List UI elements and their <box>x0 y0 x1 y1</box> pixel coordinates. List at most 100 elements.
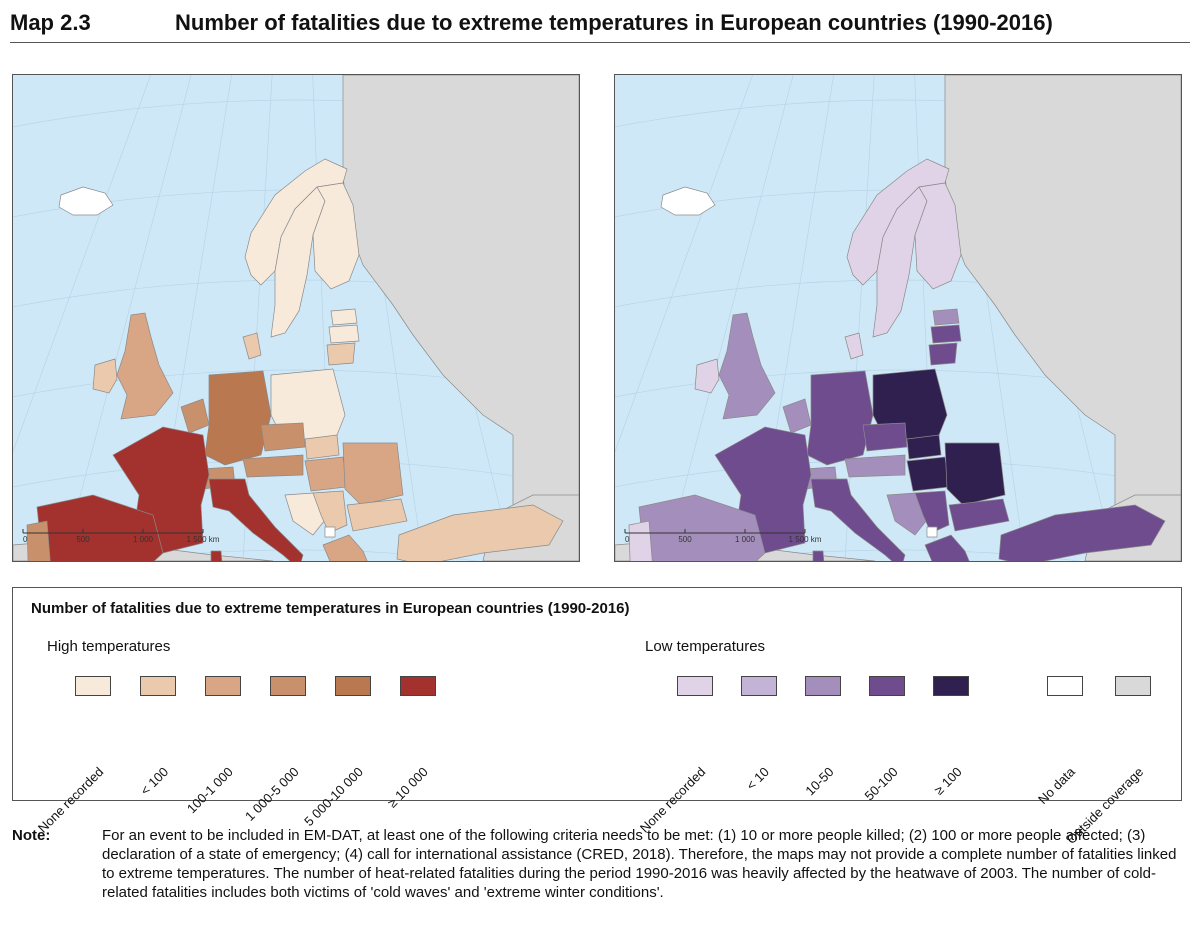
legend-swatch-low-3 <box>869 676 905 696</box>
country-lithuania <box>326 342 356 366</box>
country-kosovo <box>926 526 938 538</box>
scale-label: 1 500 km <box>187 535 220 544</box>
country-sardinia <box>812 550 825 561</box>
country-turkey <box>396 504 564 561</box>
legend-title: Number of fatalities due to extreme temp… <box>31 600 630 617</box>
legend-swatch-other-1 <box>1115 676 1151 696</box>
country-denmark <box>844 332 864 360</box>
country-hungary <box>304 456 348 492</box>
country-czechia <box>260 422 306 452</box>
legend-swatch-high-0 <box>75 676 111 696</box>
country-serbia <box>312 490 348 534</box>
legend-label-low-1: < 10 <box>743 764 773 793</box>
note-label: Note: <box>12 827 51 844</box>
country-slovakia <box>906 434 942 460</box>
scale-label: 1 500 km <box>789 535 822 544</box>
scale-label: 1 000 <box>133 535 154 544</box>
country-bulgaria <box>346 498 408 532</box>
country-spain <box>36 494 164 561</box>
legend-label-low-3: 50-100 <box>861 764 901 804</box>
country-finland <box>312 182 360 290</box>
map-low-temperatures: 0 500 1 000 1 500 km <box>614 74 1182 562</box>
legend-swatch-low-2 <box>805 676 841 696</box>
country-romania <box>944 442 1006 506</box>
country-uk <box>116 312 174 420</box>
legend-label-high-2: 100-1 000 <box>184 764 237 817</box>
scale-label: 500 <box>76 535 90 544</box>
country-latvia <box>328 324 360 344</box>
legend-label-high-3: 1 000-5 000 <box>241 764 302 824</box>
country-hungary <box>906 456 950 492</box>
country-latvia <box>930 324 962 344</box>
country-ireland <box>92 358 118 394</box>
scale-label: 0 <box>625 535 630 544</box>
legend-swatch-high-1 <box>140 676 176 696</box>
graticule-line <box>242 75 273 561</box>
country-estonia <box>932 308 960 326</box>
country-sardinia <box>210 550 223 561</box>
country-iceland <box>58 186 114 216</box>
scale-label: 0 <box>23 535 28 544</box>
legend: Number of fatalities due to extreme temp… <box>12 587 1182 847</box>
map-high-svg: 0 500 1 000 1 500 km <box>13 75 579 561</box>
legend-swatch-low-1 <box>741 676 777 696</box>
country-denmark <box>242 332 262 360</box>
country-italy <box>810 478 906 561</box>
map-number: Map 2.3 <box>10 10 91 35</box>
legend-swatch-high-4 <box>335 676 371 696</box>
legend-label-low-2: 10-50 <box>802 764 837 799</box>
page-header: Map 2.3 Number of fatalities due to extr… <box>10 6 1190 43</box>
legend-label-high-1: < 100 <box>137 764 172 799</box>
legend-swatch-high-5 <box>400 676 436 696</box>
scale-label: 500 <box>678 535 692 544</box>
country-italy <box>208 478 304 561</box>
legend-label-other-0: No data <box>1035 764 1079 808</box>
legend-swatch-high-2 <box>205 676 241 696</box>
country-estonia <box>330 308 358 326</box>
graticule-line <box>615 75 753 453</box>
legend-swatch-other-0 <box>1047 676 1083 696</box>
legend-swatch-low-0 <box>677 676 713 696</box>
map-high-temperatures: 0 500 1 000 1 500 km <box>12 74 580 562</box>
country-greece <box>924 534 970 561</box>
map-low-svg: 0 500 1 000 1 500 km <box>615 75 1181 561</box>
country-uk <box>718 312 776 420</box>
country-lithuania <box>928 342 958 366</box>
country-germany <box>806 370 874 466</box>
country-kosovo <box>324 526 336 538</box>
country-sweden <box>872 186 928 338</box>
graticule-line <box>664 75 794 561</box>
country-greece <box>322 534 368 561</box>
graticule-line <box>844 75 875 561</box>
legend-label-high-0: None recorded <box>34 764 107 836</box>
page-title: Number of fatalities due to extreme temp… <box>175 10 1053 35</box>
country-germany <box>204 370 272 466</box>
legend-label-low-4: ≥ 100 <box>930 764 965 798</box>
legend-swatch-low-4 <box>933 676 969 696</box>
country-austria <box>242 454 304 478</box>
country-iceland <box>660 186 716 216</box>
country-spain <box>638 494 766 561</box>
graticule-line <box>13 75 151 453</box>
country-finland <box>914 182 962 290</box>
note-text: For an event to be included in EM-DAT, a… <box>102 827 1177 901</box>
legend-label-high-5: ≥ 10 000 <box>384 764 432 811</box>
country-turkey <box>998 504 1166 561</box>
country-portugal <box>26 520 51 561</box>
country-czechia <box>862 422 908 452</box>
legend-swatch-high-3 <box>270 676 306 696</box>
legend-high-label: High temperatures <box>47 638 171 655</box>
graticule-line <box>62 75 192 561</box>
legend-label-low-0: None recorded <box>636 764 709 836</box>
country-slovakia <box>304 434 340 460</box>
country-portugal <box>628 520 653 561</box>
country-ireland <box>694 358 720 394</box>
legend-label-high-4: 5 000-10 000 <box>301 764 367 829</box>
country-austria <box>844 454 906 478</box>
country-bulgaria <box>948 498 1010 532</box>
legend-low-label: Low temperatures <box>645 638 766 655</box>
country-serbia <box>914 490 950 534</box>
country-sweden <box>270 186 326 338</box>
scale-label: 1 000 <box>735 535 756 544</box>
country-romania <box>342 442 404 506</box>
